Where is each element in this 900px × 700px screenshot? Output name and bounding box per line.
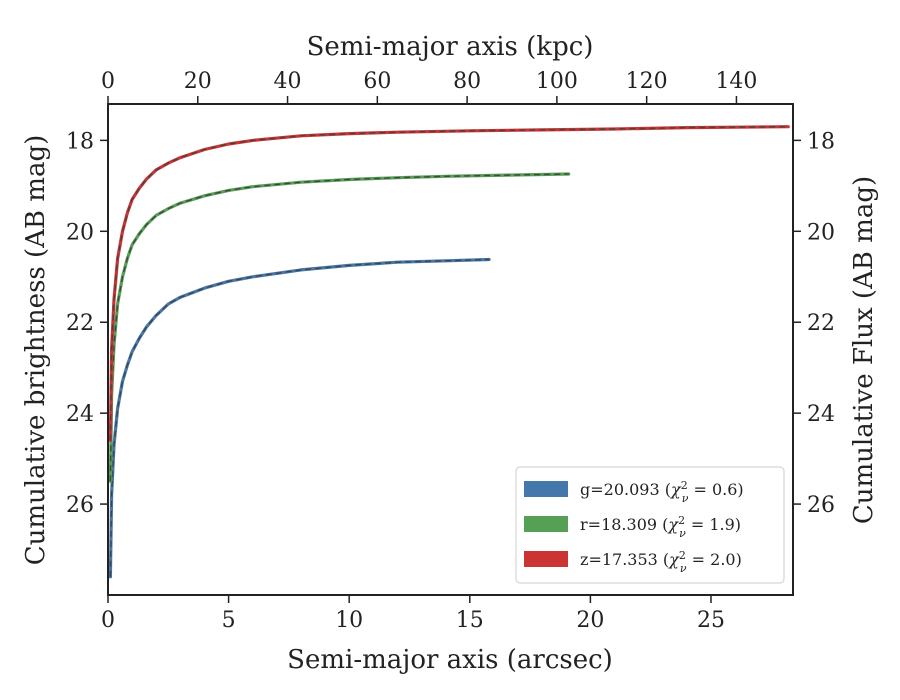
top-x-tick-label: 140 bbox=[715, 69, 757, 94]
top-x-tick-label: 20 bbox=[184, 69, 212, 94]
top-x-tick-label: 0 bbox=[101, 69, 115, 94]
x-tick-label: 5 bbox=[222, 608, 236, 633]
legend-swatch-g bbox=[524, 481, 568, 497]
right-y-tick-label: 20 bbox=[807, 220, 835, 245]
legend-chi-sub: ν bbox=[680, 562, 687, 575]
series-line-g bbox=[108, 257, 491, 579]
legend-chi-open: ( bbox=[663, 550, 669, 569]
legend-items: g=20.093 (χ2 ν = 0.6)r=18.309 (χ2 ν = 1.9)… bbox=[524, 479, 744, 575]
legend-box bbox=[515, 466, 785, 584]
legend-chi-val: = 1.9) bbox=[686, 515, 741, 534]
legend-chi-open: ( bbox=[665, 480, 671, 499]
top-x-tick-label: 80 bbox=[453, 69, 481, 94]
right-y-axis-title: Cumulative Flux (AB mag) bbox=[849, 176, 879, 524]
series-line-z bbox=[108, 125, 790, 442]
top-x-tick-label: 40 bbox=[274, 69, 302, 94]
top-x-tick-label: 60 bbox=[363, 69, 391, 94]
y-tick-label: 20 bbox=[66, 220, 94, 245]
legend-value: =20.093 bbox=[590, 480, 664, 499]
x-tick-label: 10 bbox=[335, 608, 363, 633]
x-tick-label: 0 bbox=[101, 608, 115, 633]
legend-band: g bbox=[580, 480, 590, 499]
legend-band: z bbox=[580, 550, 588, 569]
legend-chi-symbol: χ bbox=[668, 550, 680, 569]
legend-chi-sub: ν bbox=[679, 527, 686, 540]
legend-chi-sup: 2 bbox=[678, 514, 685, 527]
plot-series bbox=[108, 125, 790, 579]
legend-chi-val: = 0.6) bbox=[688, 480, 743, 499]
legend-band: r bbox=[580, 515, 588, 534]
x-tick-label: 25 bbox=[697, 608, 725, 633]
legend-value: =17.353 bbox=[588, 550, 662, 569]
legend-chi-symbol: χ bbox=[667, 515, 679, 534]
legend-chi-val: = 2.0) bbox=[687, 550, 742, 569]
y-tick-label: 22 bbox=[66, 311, 94, 336]
model-line-z bbox=[109, 126, 789, 441]
plot-frame bbox=[107, 103, 794, 596]
legend-chi-sup: 2 bbox=[681, 479, 688, 492]
x-axis-title: Semi-major axis (arcsec) bbox=[287, 645, 613, 675]
legend-swatch-r bbox=[524, 516, 568, 532]
y-tick-label: 18 bbox=[66, 129, 94, 154]
right-y-tick-label: 22 bbox=[807, 311, 835, 336]
legend: g=20.093 (χ2 ν = 0.6)r=18.309 (χ2 ν = 1.9)… bbox=[515, 466, 785, 584]
legend-chi-sub: ν bbox=[682, 492, 689, 505]
axes: 0 5 10 15 20 250 20 40 60 80 100 120 140182022242618… bbox=[66, 69, 835, 633]
top-x-tick-label: 120 bbox=[626, 69, 668, 94]
legend-label-g: g=20.093 (χ2 ν = 0.6) bbox=[580, 479, 744, 505]
top-x-axis-title: Semi-major axis (kpc) bbox=[307, 32, 594, 62]
legend-swatch-z bbox=[524, 551, 568, 567]
series-line-r bbox=[108, 172, 571, 483]
legend-chi-symbol: χ bbox=[670, 480, 682, 499]
model-line-r bbox=[109, 173, 569, 482]
top-x-tick-label: 100 bbox=[536, 69, 578, 94]
x-tick-label: 15 bbox=[456, 608, 484, 633]
legend-label-r: r=18.309 (χ2 ν = 1.9) bbox=[580, 514, 741, 540]
legend-chi-open: ( bbox=[662, 515, 668, 534]
y-tick-label: 24 bbox=[66, 402, 94, 427]
x-tick-label: 20 bbox=[576, 608, 604, 633]
legend-value: =18.309 bbox=[588, 515, 662, 534]
y-tick-label: 26 bbox=[66, 493, 94, 518]
right-y-tick-label: 18 bbox=[807, 129, 835, 154]
right-y-tick-label: 26 bbox=[807, 493, 835, 518]
y-axis-title: Cumulative brightness (AB mag) bbox=[21, 135, 51, 566]
legend-label-z: z=17.353 (χ2 ν = 2.0) bbox=[580, 549, 742, 575]
model-line-g bbox=[109, 258, 490, 577]
right-y-tick-label: 24 bbox=[807, 402, 835, 427]
legend-chi-sup: 2 bbox=[679, 549, 686, 562]
